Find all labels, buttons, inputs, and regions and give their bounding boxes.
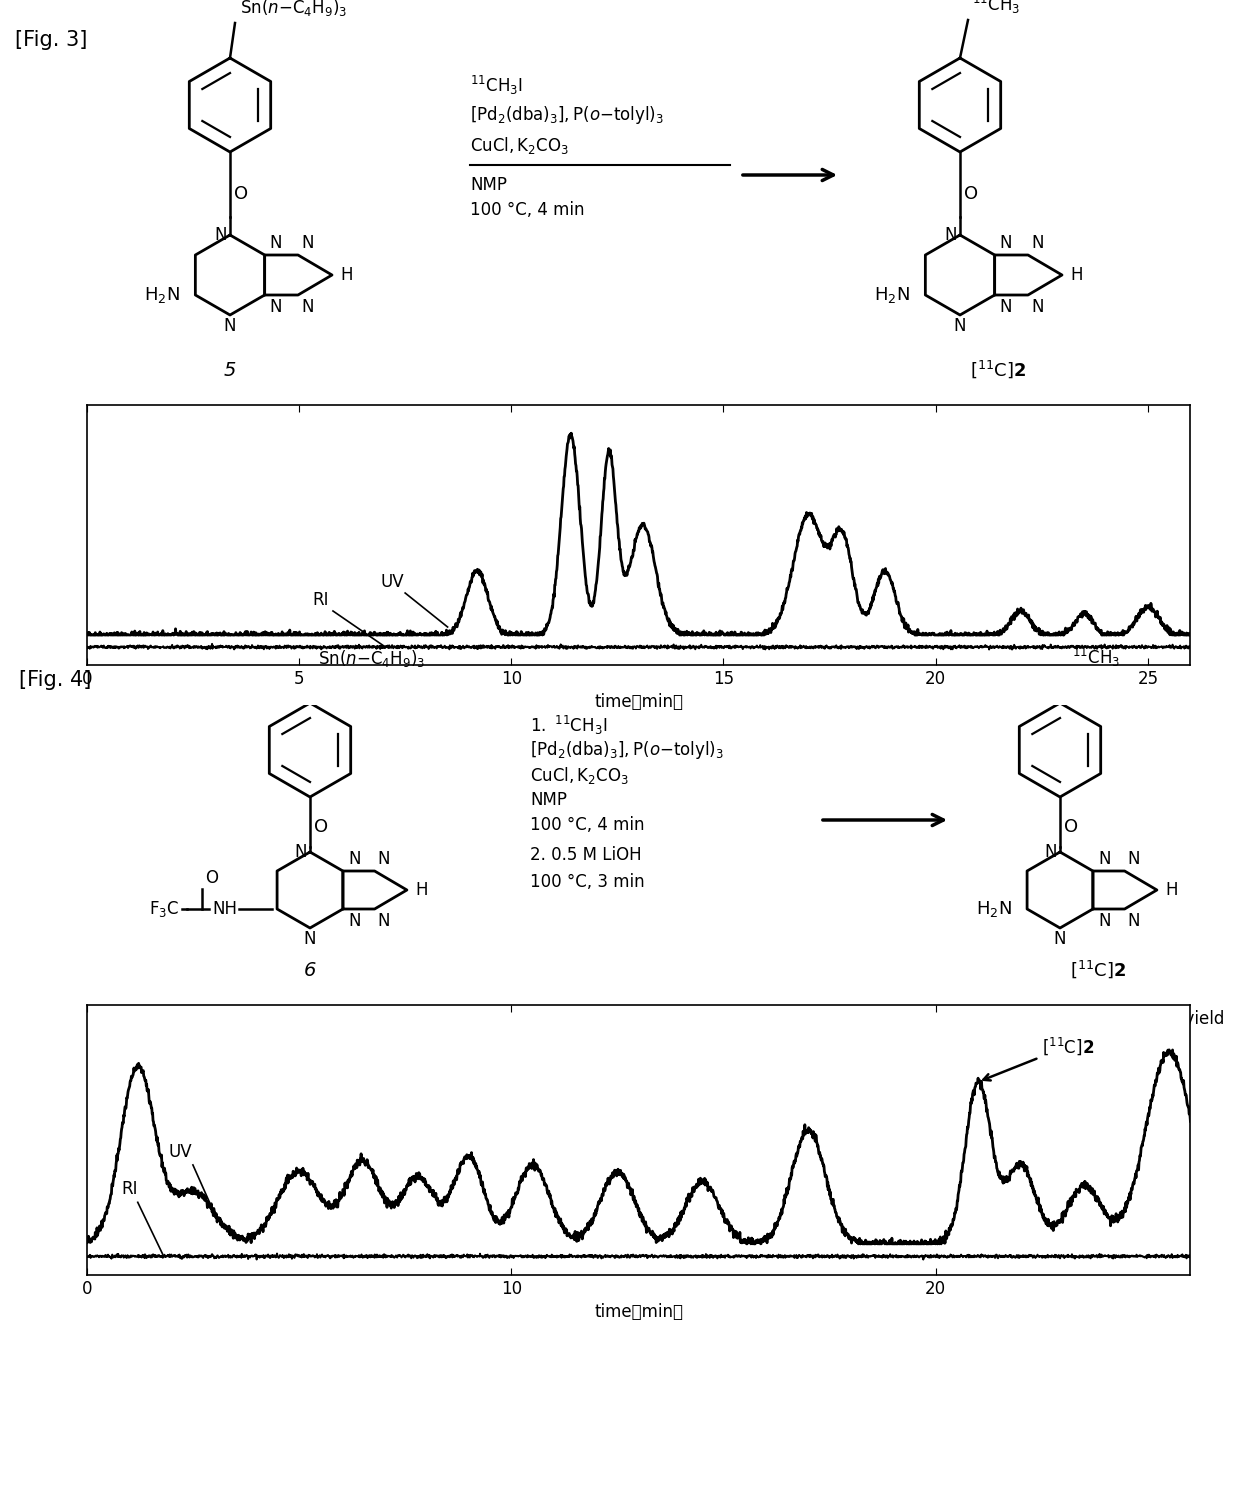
Text: RI: RI — [312, 590, 329, 610]
Text: $[\mathrm{Pd_2(dba)_3}], \mathrm{P}(o\mathrm{-tolyl})_3$: $[\mathrm{Pd_2(dba)_3}], \mathrm{P}(o\ma… — [529, 739, 724, 761]
Text: H: H — [1070, 266, 1083, 284]
Text: NMP: NMP — [470, 175, 507, 193]
Text: 100 °C, 4 min: 100 °C, 4 min — [470, 201, 584, 219]
Text: N: N — [1030, 297, 1044, 317]
Text: 2. 0.5 M LiOH: 2. 0.5 M LiOH — [529, 846, 641, 864]
Text: N: N — [1097, 912, 1110, 929]
Text: N: N — [304, 929, 316, 949]
Text: $\mathrm{H_2N}$: $\mathrm{H_2N}$ — [976, 900, 1012, 919]
Text: 6: 6 — [304, 961, 316, 980]
Text: RI: RI — [122, 1181, 138, 1199]
Text: H: H — [340, 266, 352, 284]
Text: N: N — [999, 233, 1012, 251]
Text: N: N — [301, 297, 314, 317]
Text: O: O — [234, 184, 248, 204]
Text: N: N — [295, 843, 308, 861]
Text: N: N — [1097, 851, 1110, 868]
Text: N: N — [348, 912, 361, 929]
Text: N: N — [378, 851, 391, 868]
Text: 100 °C, 3 min: 100 °C, 3 min — [529, 873, 645, 891]
Text: NMP: NMP — [529, 791, 567, 809]
Text: H: H — [415, 880, 428, 900]
Text: N: N — [269, 233, 283, 251]
Text: $^{11}\mathrm{CH_3}$: $^{11}\mathrm{CH_3}$ — [1073, 645, 1120, 669]
Text: O: O — [205, 868, 218, 888]
Text: N: N — [215, 226, 227, 244]
Text: $[^{11}\mathrm{C}]\mathbf{2}$: $[^{11}\mathrm{C}]\mathbf{2}$ — [970, 358, 1027, 381]
Text: N: N — [1054, 929, 1066, 949]
Text: [Fig. 4]: [Fig. 4] — [19, 671, 91, 690]
Text: $\mathrm{Sn}(n\mathrm{-C_4H_9})_3$: $\mathrm{Sn}(n\mathrm{-C_4H_9})_3$ — [317, 648, 425, 669]
Text: $\mathrm{H_2N}$: $\mathrm{H_2N}$ — [874, 286, 910, 305]
Text: N: N — [945, 226, 957, 244]
Text: NH: NH — [212, 900, 237, 917]
Text: [Fig. 3]: [Fig. 3] — [15, 30, 87, 51]
Text: N: N — [1127, 912, 1140, 929]
Text: N: N — [1044, 843, 1056, 861]
Text: N: N — [223, 317, 237, 335]
Text: N: N — [348, 851, 361, 868]
Text: 5: 5 — [223, 361, 236, 381]
Text: 100 °C, 4 min: 100 °C, 4 min — [529, 816, 645, 834]
Text: $\mathrm{CuCl, K_2CO_3}$: $\mathrm{CuCl, K_2CO_3}$ — [529, 764, 629, 785]
Text: 0% radio-HPLC analytical yield: 0% radio-HPLC analytical yield — [870, 419, 1123, 439]
Text: $[\mathrm{Pd_2(dba)_3}], \mathrm{P}(o\mathrm{-tolyl})_3$: $[\mathrm{Pd_2(dba)_3}], \mathrm{P}(o\ma… — [470, 104, 665, 126]
Text: N: N — [301, 233, 314, 251]
Text: N: N — [269, 297, 283, 317]
Text: N: N — [1127, 851, 1140, 868]
Text: O: O — [314, 818, 329, 836]
X-axis label: time（min）: time（min） — [594, 1304, 683, 1322]
Text: UV: UV — [381, 572, 404, 590]
Text: UV: UV — [169, 1144, 192, 1161]
Text: O: O — [963, 184, 978, 204]
Text: H: H — [1164, 880, 1178, 900]
Text: $\mathrm{Sn}(n\mathrm{-C_4H_9})_3$: $\mathrm{Sn}(n\mathrm{-C_4H_9})_3$ — [241, 0, 347, 18]
Text: $\mathrm{CuCl, K_2CO_3}$: $\mathrm{CuCl, K_2CO_3}$ — [470, 134, 569, 156]
Text: $^{11}\mathrm{CH_3}$: $^{11}\mathrm{CH_3}$ — [972, 0, 1021, 16]
Text: 72% radio-HPLC analytical yield: 72% radio-HPLC analytical yield — [960, 1010, 1224, 1028]
Text: $1.\ ^{11}\mathrm{CH_3I}$: $1.\ ^{11}\mathrm{CH_3I}$ — [529, 714, 608, 736]
X-axis label: time（min）: time（min） — [594, 693, 683, 711]
Text: $[^{11}\mathrm{C}]\mathbf{2}$: $[^{11}\mathrm{C}]\mathbf{2}$ — [983, 1035, 1094, 1081]
Text: N: N — [1030, 233, 1044, 251]
Text: $\mathrm{F_3C}$: $\mathrm{F_3C}$ — [149, 900, 179, 919]
Text: $\mathrm{H_2N}$: $\mathrm{H_2N}$ — [144, 286, 180, 305]
Text: N: N — [378, 912, 391, 929]
Text: N: N — [999, 297, 1012, 317]
Text: N: N — [954, 317, 966, 335]
Text: $[^{11}\mathrm{C}]\mathbf{2}$: $[^{11}\mathrm{C}]\mathbf{2}$ — [1070, 958, 1126, 980]
Text: O: O — [1064, 818, 1078, 836]
Text: $^{11}\mathrm{CH_3I}$: $^{11}\mathrm{CH_3I}$ — [470, 73, 523, 97]
